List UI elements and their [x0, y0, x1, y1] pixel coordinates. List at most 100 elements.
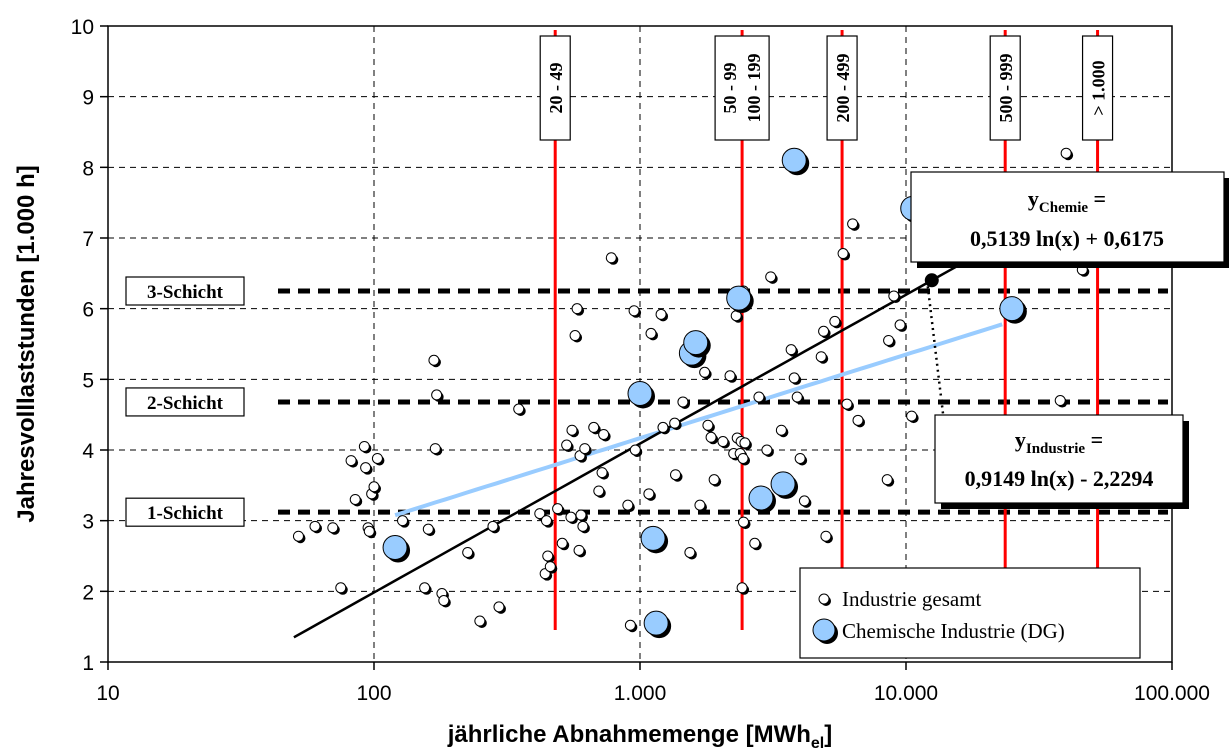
industrie-point	[669, 417, 681, 429]
industrie-point	[335, 582, 347, 594]
industrie-point	[785, 344, 797, 356]
y-tick-label: 5	[82, 369, 94, 392]
y-tick-label: 9	[82, 87, 94, 110]
industrie-point	[724, 370, 736, 382]
industrie-point	[542, 550, 554, 562]
shift-label: 3-Schicht	[147, 282, 224, 303]
industrie-point	[487, 520, 499, 532]
chemie-box	[910, 171, 1225, 263]
range-label: 200 - 499	[833, 54, 853, 123]
grid	[108, 26, 1172, 662]
industrie-point	[605, 252, 617, 264]
industrie-point	[699, 366, 711, 378]
industrie-point	[596, 467, 608, 479]
range-lines: 20 - 49 50 - 99 100 - 199 200 - 499 500 - 99…	[539, 30, 1114, 630]
industrie-point	[815, 351, 827, 363]
industrie-point	[493, 601, 505, 613]
industrie-point	[566, 424, 578, 436]
chemie-point	[683, 330, 709, 356]
industrie-point	[368, 481, 380, 493]
industrie-point	[349, 493, 361, 505]
legend-marker-industrie	[818, 593, 830, 605]
industrie-point	[438, 595, 450, 607]
range-label-box	[1081, 35, 1114, 141]
shift-label: 1-Schicht	[147, 503, 224, 524]
chemie-eq-line1-base: y	[1028, 186, 1039, 211]
industrie-point	[708, 474, 720, 486]
trendline-industrie	[293, 196, 1081, 639]
industrie-point	[829, 315, 841, 327]
industrie-point	[593, 485, 605, 497]
industrie-point	[575, 509, 587, 521]
shift-lines: 1-Schicht 2-Schicht 3-Schicht	[125, 276, 1168, 527]
industrie-point	[888, 290, 900, 302]
chemie-eq-line2: 0,5139 ln(x) + 0,6175	[970, 226, 1164, 251]
legend-label-chemie: Chemische Industrie (DG)	[842, 619, 1065, 643]
industrie-point	[513, 403, 525, 415]
range-label-box	[989, 35, 1021, 141]
industrie-trend-marker	[924, 273, 939, 288]
shift-label-box	[125, 276, 245, 306]
y-tick-label: 7	[82, 228, 94, 251]
y-tick-label: 4	[82, 440, 94, 463]
industrie-point	[624, 619, 636, 631]
industrie-point	[327, 522, 339, 534]
x-tick-label: 10.000	[874, 682, 938, 705]
industrie-point	[363, 525, 375, 537]
industrie-point	[753, 391, 765, 403]
range-label: 100 - 199	[744, 54, 764, 123]
industrie-point	[791, 391, 803, 403]
x-tick-label: 100	[356, 682, 391, 705]
industrie-point	[358, 440, 370, 452]
industrie-point	[794, 452, 806, 464]
industrie-point	[588, 421, 600, 433]
chemie-point	[999, 296, 1025, 322]
x-axis-title-main: jährliche Abnahmemenge [MWh	[447, 721, 811, 748]
industrie-point	[737, 452, 749, 464]
industrie-point	[556, 537, 568, 549]
industrie-point	[629, 444, 641, 456]
industrie-point	[788, 372, 800, 384]
industrie-point	[371, 452, 383, 464]
industrie-point	[577, 520, 589, 532]
industrie-point	[749, 537, 761, 549]
industrie-point	[765, 271, 777, 283]
x-axis-title: jährliche Abnahmemenge [MWhel]	[447, 721, 833, 752]
industrie-box	[934, 414, 1184, 504]
industrie-point	[643, 488, 655, 500]
industrie-point	[684, 546, 696, 558]
industrie-point	[655, 308, 667, 320]
shift-label-box	[125, 497, 245, 527]
range-label: 50 - 99	[720, 63, 740, 114]
industrie-point	[694, 499, 706, 511]
industrie-point	[462, 546, 474, 558]
range-label: 20 - 49	[546, 63, 566, 114]
industrie-eq-line1: yIndustrie =	[1015, 427, 1103, 457]
industrie-point	[309, 520, 321, 532]
industrie-point	[657, 421, 669, 433]
industrie-point	[622, 499, 634, 511]
industrie-point	[702, 419, 714, 431]
industrie-point	[345, 455, 357, 467]
x-axis-title-sub: el	[811, 735, 824, 752]
industrie-eq-line2: 0,9149 ln(x) - 2,2294	[965, 466, 1154, 491]
industrie-point	[837, 248, 849, 260]
shift-label: 2-Schicht	[147, 393, 224, 414]
industrie-point	[677, 396, 689, 408]
range-label-box	[826, 35, 858, 141]
y-tick-label: 2	[82, 581, 94, 604]
range-label-box	[539, 35, 571, 141]
range-label: 500 - 999	[996, 54, 1016, 123]
y-tick-label: 3	[82, 511, 94, 534]
chemie-point	[781, 147, 807, 173]
chemie-point	[748, 485, 774, 511]
industrie-point	[775, 424, 787, 436]
industrie-point	[573, 544, 585, 556]
industrie-eq-line1-sub: Industrie	[1026, 441, 1086, 457]
industrie-point	[628, 305, 640, 317]
axes: 10 100 1.000 10.000 100.000 1 2 3 4 5 6 7 8 9 10 jährli…	[13, 16, 1210, 752]
legend-box	[799, 567, 1141, 659]
legend-label-industrie: Industrie gesamt	[842, 587, 982, 611]
industrie-point	[894, 319, 906, 331]
